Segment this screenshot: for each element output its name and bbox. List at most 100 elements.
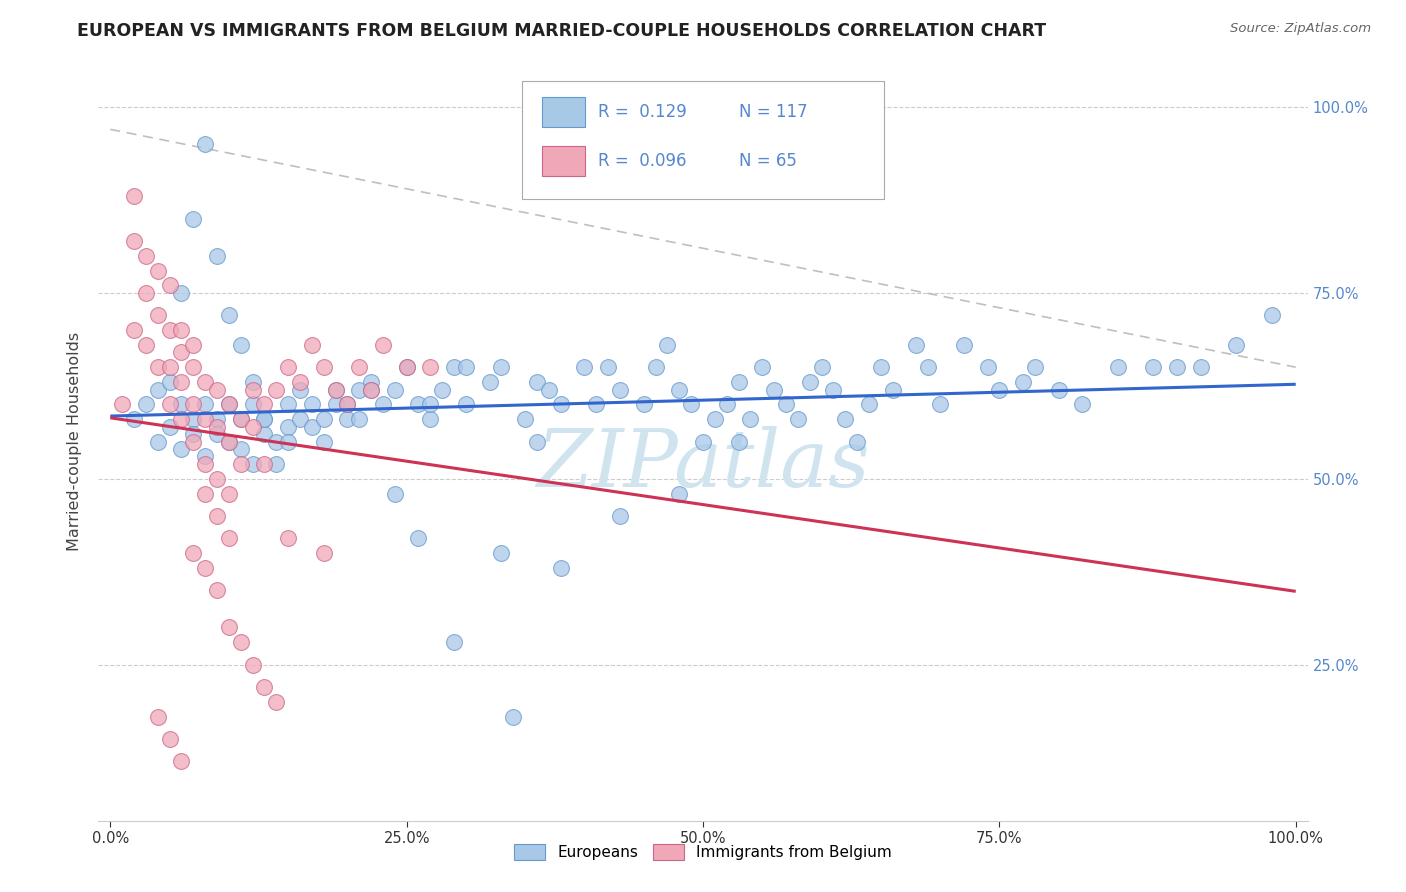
Point	[988, 383, 1011, 397]
Point	[336, 397, 359, 411]
Point	[395, 360, 418, 375]
Point	[253, 457, 276, 471]
Point	[194, 412, 217, 426]
Point	[181, 412, 204, 426]
Point	[1012, 375, 1035, 389]
Point	[609, 508, 631, 523]
Point	[277, 360, 299, 375]
Point	[205, 508, 228, 523]
Point	[264, 383, 287, 397]
Point	[181, 338, 204, 352]
Point	[181, 397, 204, 411]
Point	[159, 323, 181, 337]
Point	[454, 360, 477, 375]
Point	[976, 360, 998, 375]
Point	[727, 434, 749, 449]
Point	[170, 285, 193, 300]
Point	[229, 338, 252, 352]
FancyBboxPatch shape	[522, 81, 884, 199]
Point	[360, 375, 382, 389]
Point	[205, 472, 228, 486]
Point	[159, 360, 181, 375]
Legend: Europeans, Immigrants from Belgium: Europeans, Immigrants from Belgium	[508, 838, 898, 866]
Point	[834, 412, 856, 426]
Point	[194, 457, 217, 471]
Point	[253, 412, 276, 426]
Point	[347, 383, 370, 397]
Point	[242, 383, 264, 397]
Point	[799, 375, 821, 389]
Point	[229, 412, 252, 426]
Point	[1047, 383, 1070, 397]
Point	[609, 383, 631, 397]
Text: N = 117: N = 117	[740, 103, 808, 120]
Point	[384, 486, 406, 500]
Point	[347, 360, 370, 375]
Point	[218, 308, 240, 322]
Point	[194, 375, 217, 389]
Point	[205, 383, 228, 397]
Point	[277, 531, 299, 545]
Point	[312, 360, 335, 375]
Point	[598, 360, 620, 375]
Point	[882, 383, 904, 397]
Point	[159, 731, 181, 746]
Point	[218, 620, 240, 634]
Point	[325, 383, 347, 397]
Point	[242, 375, 264, 389]
Point	[336, 412, 359, 426]
Point	[775, 397, 797, 411]
Point	[478, 375, 501, 389]
Point	[264, 434, 287, 449]
Point	[229, 457, 252, 471]
Point	[288, 412, 311, 426]
Point	[668, 383, 690, 397]
Point	[858, 397, 880, 411]
Point	[703, 412, 725, 426]
Point	[917, 360, 939, 375]
Point	[288, 375, 311, 389]
Point	[537, 383, 560, 397]
Point	[218, 434, 240, 449]
Point	[229, 442, 252, 456]
Point	[325, 383, 347, 397]
Point	[810, 360, 832, 375]
Point	[1107, 360, 1129, 375]
Text: R =  0.129: R = 0.129	[598, 103, 686, 120]
Point	[550, 397, 572, 411]
Point	[288, 383, 311, 397]
Point	[360, 383, 382, 397]
Point	[181, 546, 204, 560]
Point	[159, 278, 181, 293]
Point	[253, 427, 276, 442]
Point	[740, 412, 762, 426]
Point	[170, 375, 193, 389]
Point	[371, 338, 394, 352]
Point	[135, 397, 157, 411]
Point	[205, 249, 228, 263]
Point	[574, 360, 596, 375]
Point	[264, 457, 287, 471]
Point	[170, 397, 193, 411]
Point	[181, 427, 204, 442]
Point	[194, 450, 217, 464]
Point	[146, 263, 169, 277]
Point	[1142, 360, 1164, 375]
Point	[264, 695, 287, 709]
Point	[550, 561, 572, 575]
Point	[432, 383, 454, 397]
Point	[526, 375, 548, 389]
Point	[277, 419, 299, 434]
Point	[170, 754, 193, 768]
Point	[347, 412, 370, 426]
Point	[443, 635, 465, 649]
Point	[170, 442, 193, 456]
Point	[205, 583, 228, 598]
Point	[111, 397, 134, 411]
Point	[277, 434, 299, 449]
Bar	[543, 146, 585, 177]
Point	[194, 137, 217, 152]
Point	[371, 397, 394, 411]
Point	[360, 383, 382, 397]
Point	[253, 412, 276, 426]
